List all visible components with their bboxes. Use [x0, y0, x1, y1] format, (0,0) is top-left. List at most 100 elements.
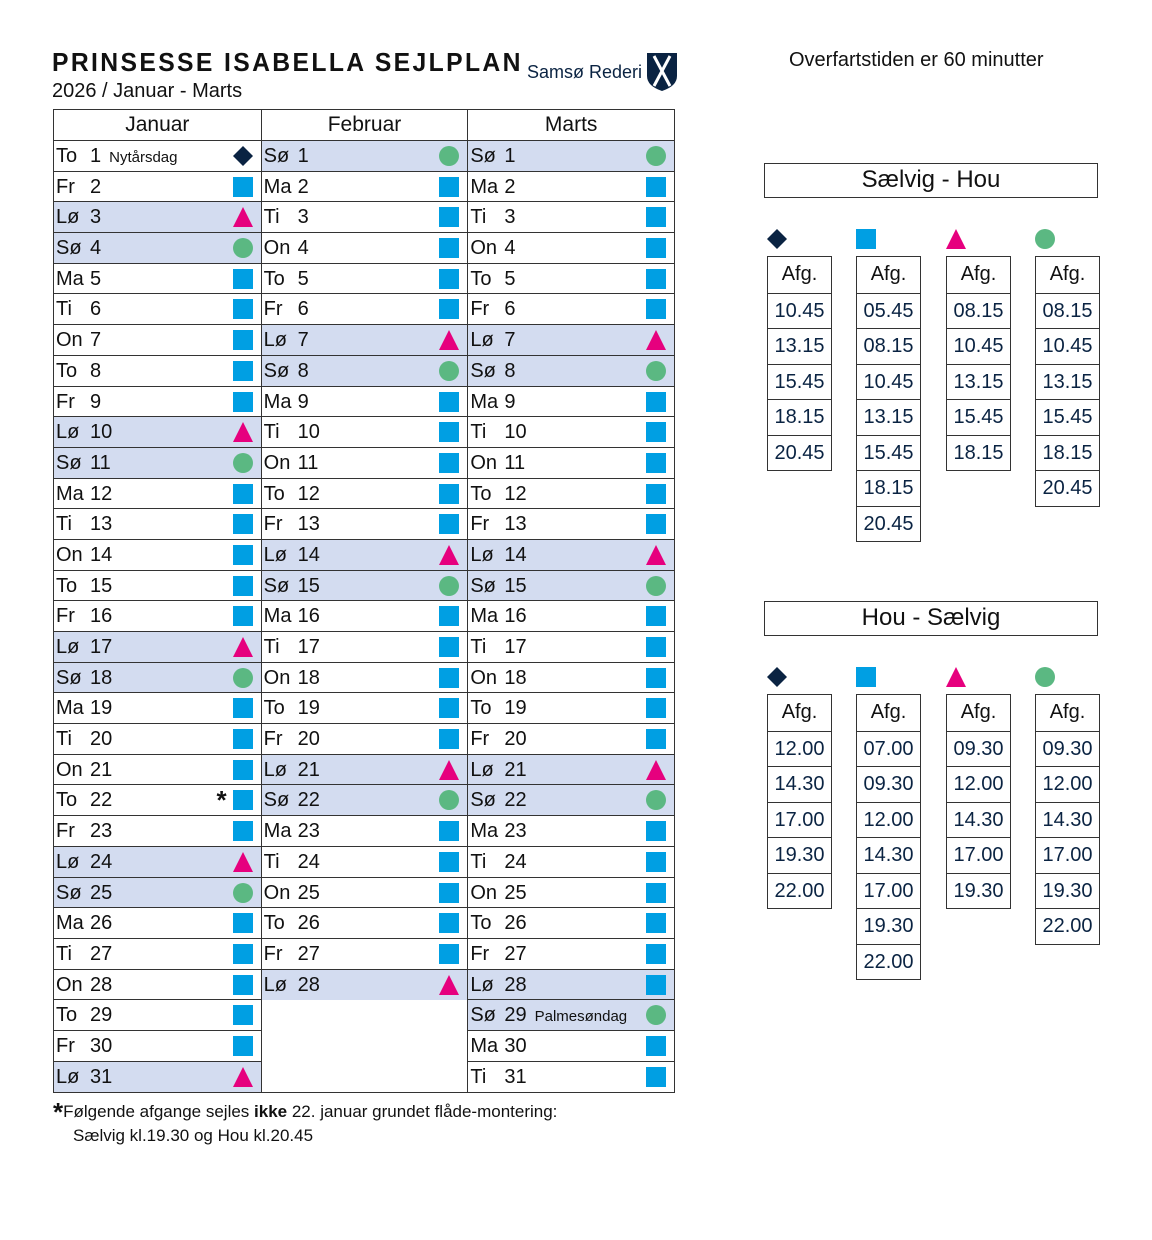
footnote-text: 22. januar grundet flåde-montering:	[287, 1102, 558, 1121]
departure-time: 13.15	[768, 328, 831, 364]
departure-time: 19.30	[857, 908, 920, 944]
square-icon	[646, 176, 667, 197]
day-row: Lø 7	[261, 325, 468, 356]
day-number: 12	[504, 482, 527, 505]
square-icon	[232, 698, 253, 719]
departure-time: 12.00	[947, 766, 1010, 802]
square-icon	[439, 207, 460, 228]
day-number: 14	[90, 543, 113, 566]
weekday: On	[56, 329, 83, 352]
day-row: Fr 27	[468, 939, 675, 970]
square-icon	[646, 882, 667, 903]
weekday: Sø	[263, 145, 290, 167]
weekday: To	[263, 267, 285, 290]
square-icon	[646, 422, 667, 443]
weekday: Fr	[56, 175, 75, 198]
departure-time: 14.30	[947, 801, 1010, 838]
day-row: Ti 10	[261, 417, 468, 448]
day-row: Lø 31	[54, 1061, 261, 1093]
day-number: 4	[90, 237, 102, 260]
day-number: 11	[297, 451, 319, 474]
day-number: 15	[297, 574, 320, 597]
day-number: 6	[90, 298, 102, 321]
square-icon	[646, 514, 667, 535]
weekday: Ti	[56, 728, 72, 751]
day-number: 24	[297, 850, 320, 873]
square-icon	[646, 667, 667, 688]
day-row: Ma 23	[261, 816, 468, 847]
triangle-icon	[946, 667, 966, 687]
square-icon	[646, 207, 667, 228]
day-row: Sø 18	[54, 662, 261, 694]
departure-time: 10.45	[1036, 328, 1099, 364]
day-number: 10	[297, 421, 320, 444]
weekday: Ti	[470, 636, 487, 658]
day-number: 21	[297, 758, 320, 781]
weekday: Ma	[263, 175, 292, 198]
day-number: 14	[504, 543, 527, 566]
day-row: Ti 13	[54, 509, 261, 540]
day-number: 7	[90, 329, 102, 352]
departure-time: 08.15	[1036, 292, 1099, 329]
day-number: 29	[90, 1004, 113, 1027]
day-row: Fr 6	[468, 294, 675, 326]
square-icon	[439, 851, 460, 872]
day-number: 4	[504, 237, 516, 260]
weekday: Lø	[56, 850, 80, 873]
day-number: 10	[504, 421, 527, 444]
departure-time: 15.45	[768, 363, 831, 400]
day-row: To 19	[468, 693, 675, 725]
day-row: Ti 3	[468, 202, 675, 234]
weekday: Ti	[470, 206, 487, 229]
weekday: Ma	[56, 912, 84, 935]
weekday: Sø	[263, 359, 290, 382]
weekday: To	[263, 697, 285, 720]
weekday: To	[56, 1004, 78, 1027]
weekday: Sø	[263, 574, 290, 597]
day-number: 7	[504, 329, 516, 352]
day-row: Fr 23	[54, 816, 261, 847]
day-number: 9	[297, 390, 309, 413]
departure-header: Afg.	[960, 263, 997, 285]
weekday: Lø	[263, 543, 288, 566]
weekday: Lø	[470, 329, 494, 352]
square-icon	[232, 821, 253, 842]
departure-header: Afg.	[870, 263, 907, 285]
day-number: 4	[297, 237, 309, 260]
weekday: Ti	[263, 636, 280, 658]
day-number: 31	[504, 1065, 527, 1088]
departure-time: 13.15	[947, 363, 1010, 400]
square-icon	[439, 299, 460, 320]
day-row: Ma 9	[261, 387, 468, 418]
departure-time: 17.00	[857, 872, 920, 909]
logo-text: Samsø Rederi	[527, 61, 643, 82]
square-icon	[439, 452, 460, 473]
day-row: Fr 27	[261, 939, 468, 970]
square-icon	[439, 667, 460, 688]
day-row: On 4	[468, 233, 675, 264]
day-number: 12	[297, 482, 320, 505]
day-row: Sø 1	[261, 141, 468, 172]
square-icon	[232, 360, 253, 381]
circle-icon	[646, 790, 667, 811]
departure-time: 19.30	[768, 837, 831, 873]
day-number: 17	[504, 636, 527, 658]
day-row: Ma 26	[54, 908, 261, 939]
triangle-icon	[646, 759, 667, 780]
departure-table: Afg. 07.00 09.30 12.00 14.30 17.00 19.30 22.00	[856, 694, 921, 980]
departure-time: 13.15	[1036, 363, 1099, 400]
weekday: To	[56, 359, 78, 382]
weekday: Fr	[56, 390, 75, 413]
footnote: *Følgende afgange sejles ikke 22. januar…	[53, 1099, 558, 1147]
weekday: On	[470, 237, 498, 260]
day-row: On 25	[468, 878, 675, 909]
triangle-icon	[646, 544, 667, 565]
departure-header: Afg.	[870, 701, 907, 723]
departure-time: 22.00	[1036, 908, 1099, 944]
month-column: Marts Sø 1 Ma 2 Ti 3 On 4 To 5 Fr 6 Lø 7 Sø 8 Ma 9 Ti 10 On 11…	[467, 110, 675, 1093]
departure-time: 17.00	[947, 837, 1010, 873]
triangle-icon	[646, 330, 667, 351]
day-number: 6	[504, 298, 516, 321]
day-number: 5	[297, 267, 309, 290]
weekday: On	[263, 451, 291, 474]
